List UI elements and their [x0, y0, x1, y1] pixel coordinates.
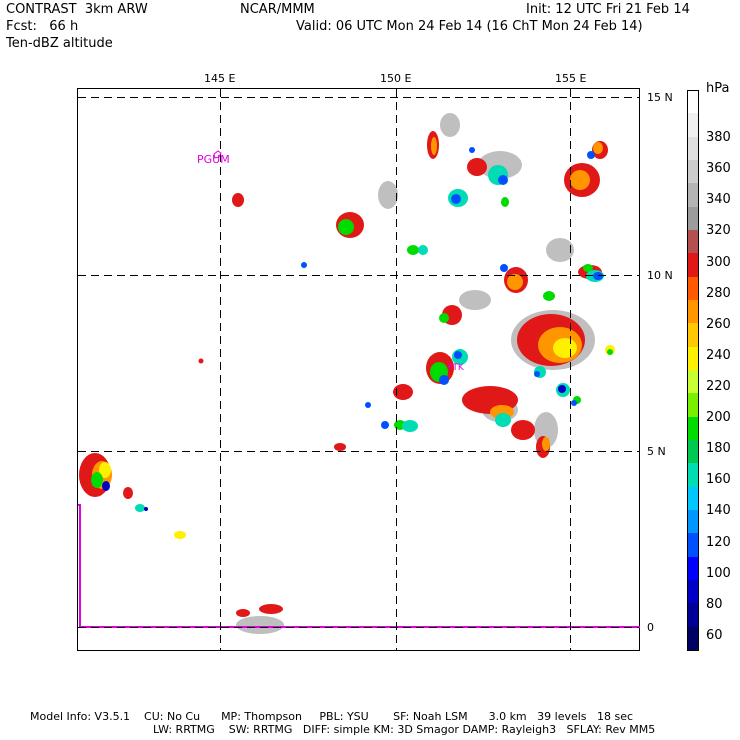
- colorbar-label: 180: [706, 441, 731, 457]
- lon-label-155: 155 E: [555, 72, 587, 85]
- forecast-hour: Fcst: 66 h: [6, 19, 79, 34]
- station-label-ptk: PTK: [447, 363, 465, 373]
- lat-label-15n: 15 N: [647, 91, 673, 104]
- valid-time: Valid: 06 UTC Mon 24 Feb 14 (16 ChT Mon …: [296, 19, 643, 34]
- colorbar-swatch: [687, 113, 699, 138]
- model-info-line1: Model Info: V3.5.1 CU: No Cu MP: Thompso…: [30, 710, 634, 723]
- colorbar-swatch: [687, 183, 699, 208]
- center-name: NCAR/MMM: [240, 2, 315, 17]
- colorbar-label: 140: [706, 503, 731, 519]
- colorbar-swatch: [687, 90, 699, 115]
- lon-label-145: 145 E: [204, 72, 236, 85]
- colorbar-swatch: [687, 626, 699, 652]
- lat-label-0: 0: [647, 621, 654, 634]
- colorbar-swatch: [687, 556, 699, 581]
- lat-label-10n: 10 N: [647, 269, 673, 282]
- colorbar-label: 300: [706, 254, 731, 270]
- colorbar-label: 100: [706, 565, 731, 581]
- radar-echoes: [79, 113, 615, 634]
- colorbar-label: 380: [706, 130, 731, 146]
- colorbar-swatch: [687, 440, 699, 464]
- guam-island: [213, 150, 222, 159]
- colorbar-swatch: [687, 416, 699, 441]
- colorbar-swatch: [687, 463, 699, 488]
- colorbar-label: 200: [706, 410, 731, 426]
- field-name: Ten-dBZ altitude: [6, 36, 113, 51]
- colorbar-label: 80: [706, 596, 723, 612]
- lat-lon-grid: [78, 89, 639, 650]
- colorbar-swatch: [687, 276, 699, 301]
- init-time: Init: 12 UTC Fri 21 Feb 14: [526, 2, 690, 17]
- colorbar-swatch: [687, 533, 699, 558]
- model-info-line2: LW: RRTMG SW: RRTMG DIFF: simple KM: 3D …: [153, 723, 656, 736]
- colorbar-swatch: [687, 300, 699, 324]
- colorbar-swatch: [687, 136, 699, 161]
- colorbar-unit: hPa: [706, 81, 730, 96]
- colorbar-label: 120: [706, 534, 731, 550]
- colorbar-swatch: [687, 580, 699, 604]
- colorbar-swatch: [687, 510, 699, 534]
- model-title: CONTRAST 3km ARW: [6, 2, 148, 17]
- colorbar-label: 280: [706, 285, 731, 301]
- colorbar-swatch: [687, 486, 699, 511]
- lon-label-150: 150 E: [380, 72, 412, 85]
- colorbar-swatch: [687, 370, 699, 394]
- colorbar-label: 160: [706, 472, 731, 488]
- colorbar-swatch: [687, 230, 699, 254]
- colorbar-label: 60: [706, 627, 723, 643]
- colorbar-label: 260: [706, 316, 731, 332]
- colorbar-swatch: [687, 160, 699, 184]
- colorbar-swatch: [687, 346, 699, 371]
- colorbar-label: 240: [706, 347, 731, 363]
- colorbar-swatch: [687, 253, 699, 278]
- map-frame: [77, 88, 640, 651]
- lat-label-5n: 5 N: [647, 445, 666, 458]
- colorbar-swatch: [687, 603, 699, 628]
- colorbar-label: 360: [706, 161, 731, 177]
- colorbar-label: 220: [706, 379, 731, 394]
- colorbar-swatch: [687, 393, 699, 418]
- coastline: [78, 504, 640, 628]
- station-label-pgum: PGUM: [197, 153, 230, 166]
- colorbar-swatch: [687, 323, 699, 348]
- colorbar-swatch: [687, 206, 699, 231]
- colorbar-label: 340: [706, 192, 731, 208]
- colorbar-label: 320: [706, 223, 731, 239]
